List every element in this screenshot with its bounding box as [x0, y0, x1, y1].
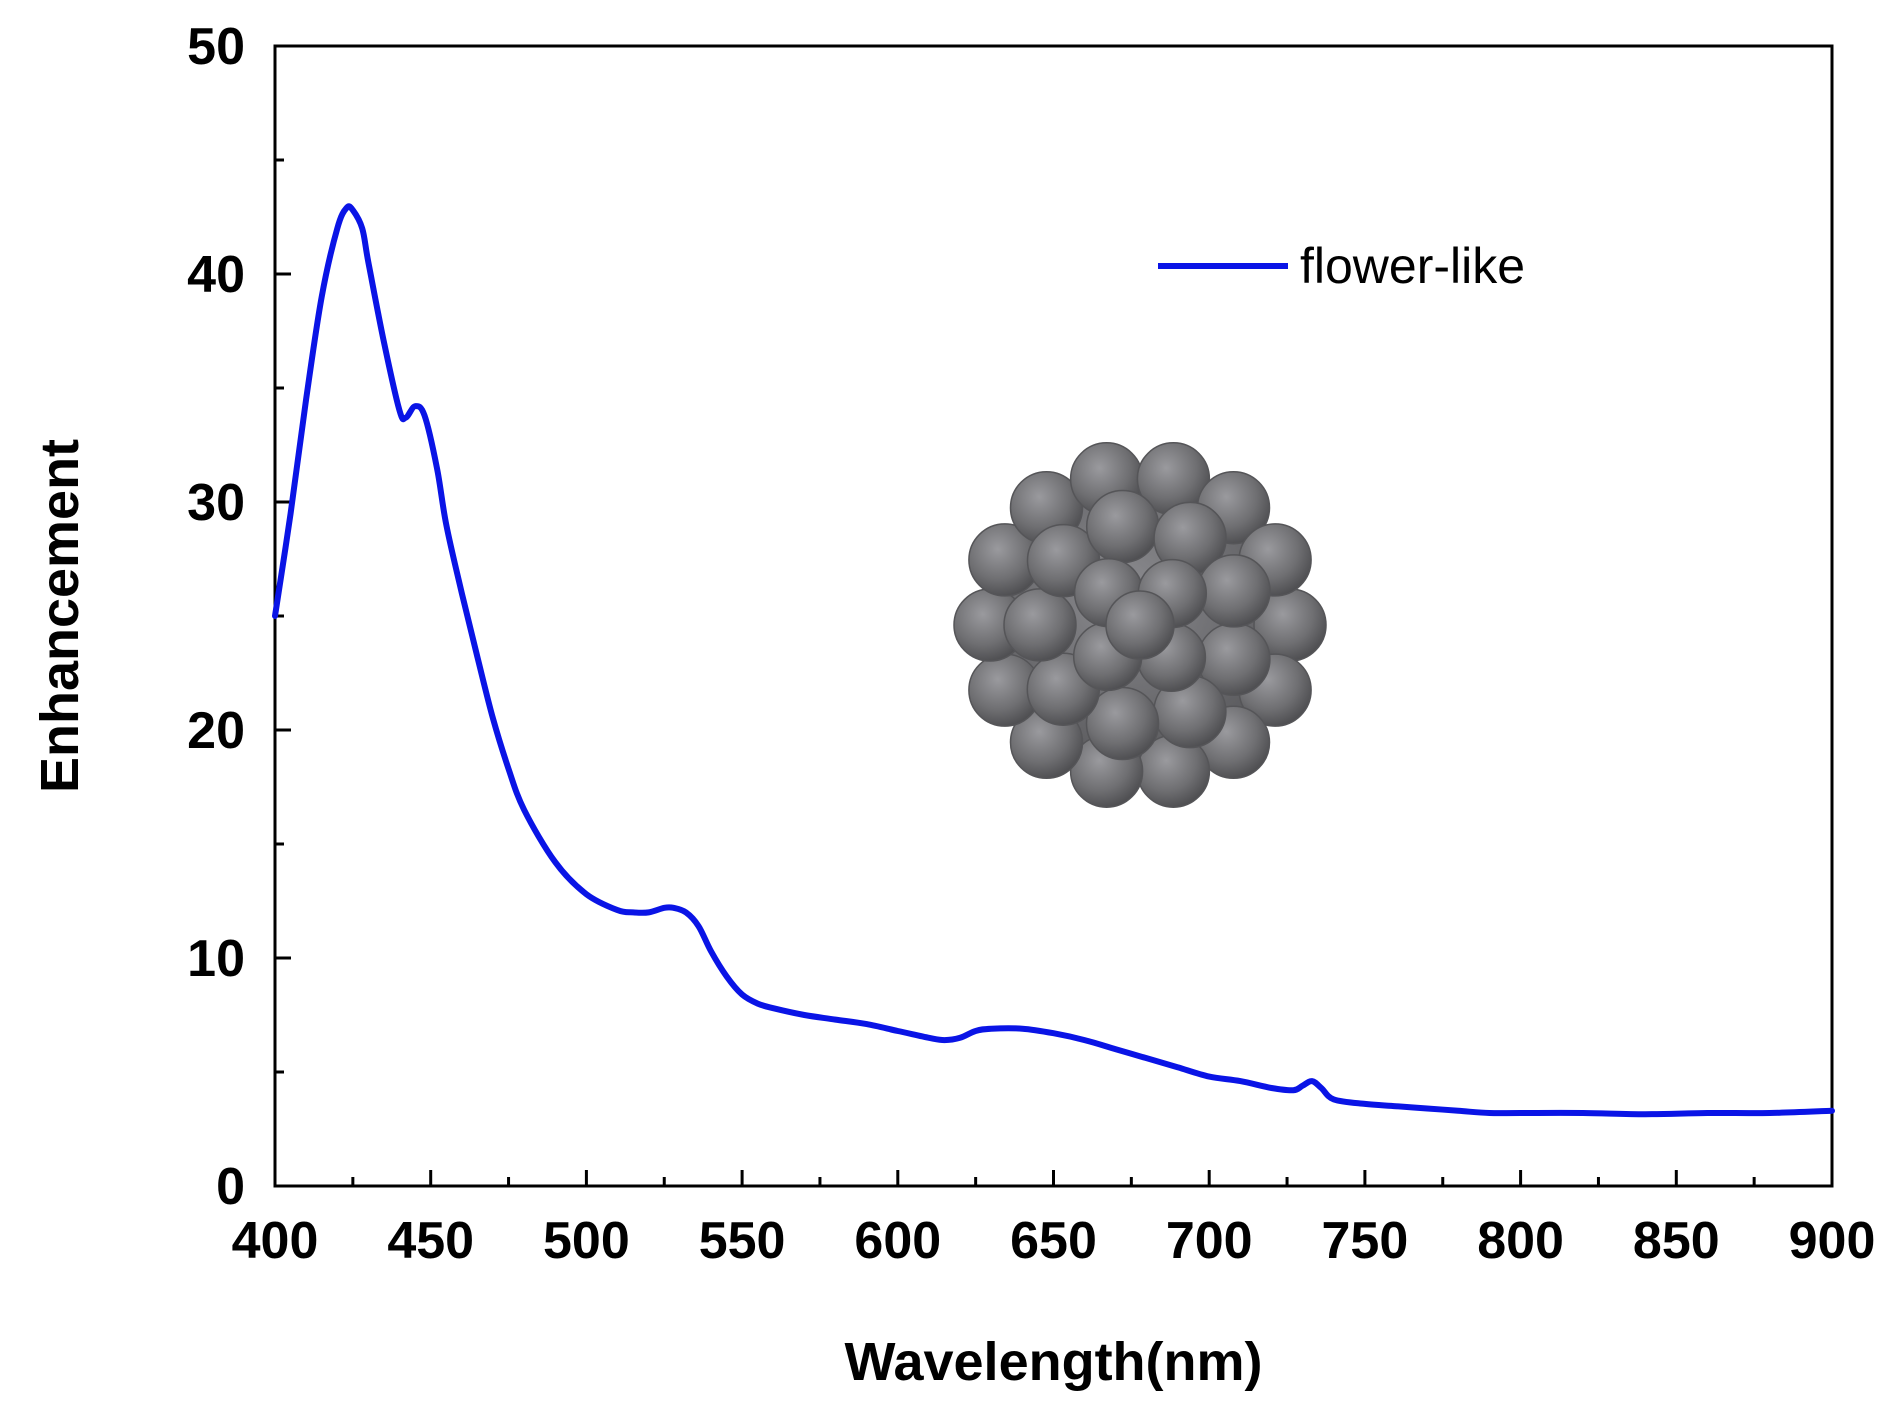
y-tick-label: 10 [187, 930, 245, 988]
x-tick-label: 500 [543, 1212, 630, 1270]
series-line-flower-like [272, 203, 1835, 1118]
y-tick-label: 50 [187, 18, 245, 76]
y-tick-label: 40 [187, 246, 245, 304]
particle-bump [1085, 489, 1160, 564]
x-tick-label: 400 [232, 1212, 319, 1270]
y-tick-label: 0 [216, 1158, 245, 1216]
x-tick-label: 650 [1010, 1212, 1097, 1270]
y-tick-label: 20 [187, 702, 245, 760]
legend-entry-flower-like: flower-like [1300, 238, 1525, 294]
x-tick-label: 850 [1633, 1212, 1720, 1270]
x-tick-label: 700 [1166, 1212, 1253, 1270]
particle-bump [1003, 588, 1077, 662]
x-tick-label: 800 [1477, 1212, 1564, 1270]
flower-like-nanoparticle-icon [953, 442, 1327, 808]
x-tick-label: 450 [387, 1212, 474, 1270]
axes: 400 450 500 550 600 650 700 750 800 850 900 0 10 20 30… [30, 18, 1875, 1392]
y-tick-label: 30 [187, 474, 245, 532]
x-axis-label: Wavelength(nm) [845, 1332, 1263, 1392]
x-tick-label: 600 [854, 1212, 941, 1270]
x-tick-label: 900 [1789, 1212, 1876, 1270]
particle-bump [1105, 590, 1175, 660]
series-group [272, 203, 1835, 1118]
x-tick-label: 550 [699, 1212, 786, 1270]
x-tick-label: 750 [1322, 1212, 1409, 1270]
particle-bump [1197, 554, 1271, 628]
y-axis-label: Enhancement [30, 439, 90, 793]
legend: flower-like [1158, 238, 1525, 294]
